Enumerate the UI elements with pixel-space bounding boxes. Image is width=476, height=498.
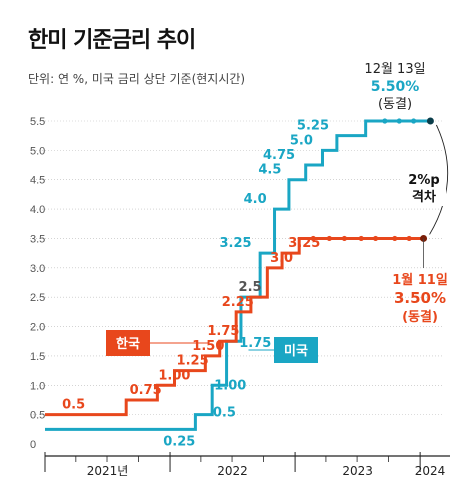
kr-annotation-date: 1월 11일: [392, 272, 448, 288]
gap-label: 격차: [412, 189, 436, 205]
data-point-kr: [341, 235, 348, 242]
y-tick-labels: 0 0.5 1.0 1.5 2.0 2.5 3.0 3.5 4.0 4.5 5.0 5.5: [30, 116, 45, 451]
us-value-label: 4.75: [263, 148, 295, 163]
us-value-label: 4.0: [244, 192, 267, 207]
y-tick-label: 1.5: [30, 351, 45, 363]
us-value-label: 1.00: [214, 378, 246, 393]
y-tick-label: 2.0: [30, 322, 45, 334]
us-value-label: 0.25: [163, 434, 195, 449]
data-point-us: [411, 118, 417, 124]
us-annotation-date: 12월 13일: [364, 62, 425, 77]
y-tick-label: 3.0: [30, 263, 45, 275]
us-value-label: 5.25: [297, 119, 329, 134]
y-tick-label: 3.5: [30, 233, 45, 245]
kr-value-label: 1.25: [177, 354, 209, 369]
data-labels: 0.50.751.001.251.501.752.252.53.03.250.2…: [62, 119, 329, 450]
kr-value-label: 3.0: [270, 251, 293, 266]
y-tick-label: 2.5: [30, 292, 45, 304]
us-annotation-status: (동결): [378, 97, 412, 112]
data-point-kr: [372, 235, 379, 242]
us-value-label: 3.25: [220, 236, 252, 251]
kr-value-label: 3.25: [288, 236, 320, 251]
y-tick-label: 0: [30, 439, 36, 451]
us-value-label: 1.75: [239, 336, 271, 351]
x-tick-label: 2022: [217, 464, 248, 478]
kr-annotation-status: (동결): [402, 309, 438, 325]
x-tick-label: 2023: [342, 464, 373, 478]
series-line-kr: [45, 236, 424, 417]
us-value-label: 4.5: [258, 163, 281, 178]
chart-subtitle: 단위: 연 %, 미국 금리 상단 기준(현지시간): [28, 72, 246, 86]
y-tick-label: 5.0: [30, 145, 45, 157]
kr-value-label: 2.5: [239, 280, 262, 295]
data-point-kr: [310, 235, 316, 242]
kr-value-label: 2.25: [222, 295, 254, 310]
data-point-us: [396, 118, 402, 124]
legend-us-label: 미국: [284, 343, 308, 359]
legend-us-box: [274, 337, 318, 363]
series-line-us: [45, 119, 431, 431]
y-tick-label: 1.0: [30, 380, 45, 392]
x-axis: 2021년 2022 2023 2024: [44, 452, 450, 478]
legend-kr-box: [106, 330, 150, 356]
y-tick-label: 5.5: [30, 116, 45, 128]
y-tick-label: 4.5: [30, 175, 45, 187]
kr-value-label: 1.00: [158, 368, 190, 383]
kr-value-label: 0.75: [130, 383, 162, 398]
kr-annotation-rate: 3.50%: [394, 289, 446, 307]
kr-value-label: 0.5: [62, 398, 85, 413]
series-dots: [310, 117, 434, 242]
legend-kr-label: 한국: [116, 336, 140, 352]
series-lines: [45, 119, 431, 431]
data-point-kr: [358, 235, 364, 242]
gap-value: 2%p: [408, 173, 439, 188]
legend: 한국 미국: [106, 330, 318, 363]
data-point-kr: [326, 235, 332, 242]
kr-value-label: 1.75: [207, 324, 239, 339]
x-tick-label: 2021년: [87, 464, 129, 478]
data-point-kr: [392, 235, 398, 242]
data-point-us: [426, 117, 434, 125]
us-value-label: 0.5: [213, 406, 236, 421]
us-annotation-rate: 5.50%: [371, 79, 420, 95]
us-value-label: 5.0: [290, 133, 313, 148]
y-tick-label: 4.0: [30, 204, 45, 216]
gap-brace: [429, 124, 449, 235]
data-point-kr: [406, 235, 412, 242]
kr-value-label: 1.50: [192, 339, 224, 354]
gap-label-bg: [402, 168, 446, 206]
data-point-us: [382, 118, 388, 124]
chart-title: 한미 기준금리 추이: [28, 28, 196, 53]
grid-lines: [30, 120, 442, 415]
y-tick-label: 0.5: [30, 410, 45, 422]
x-tick-label: 2024: [415, 464, 446, 478]
